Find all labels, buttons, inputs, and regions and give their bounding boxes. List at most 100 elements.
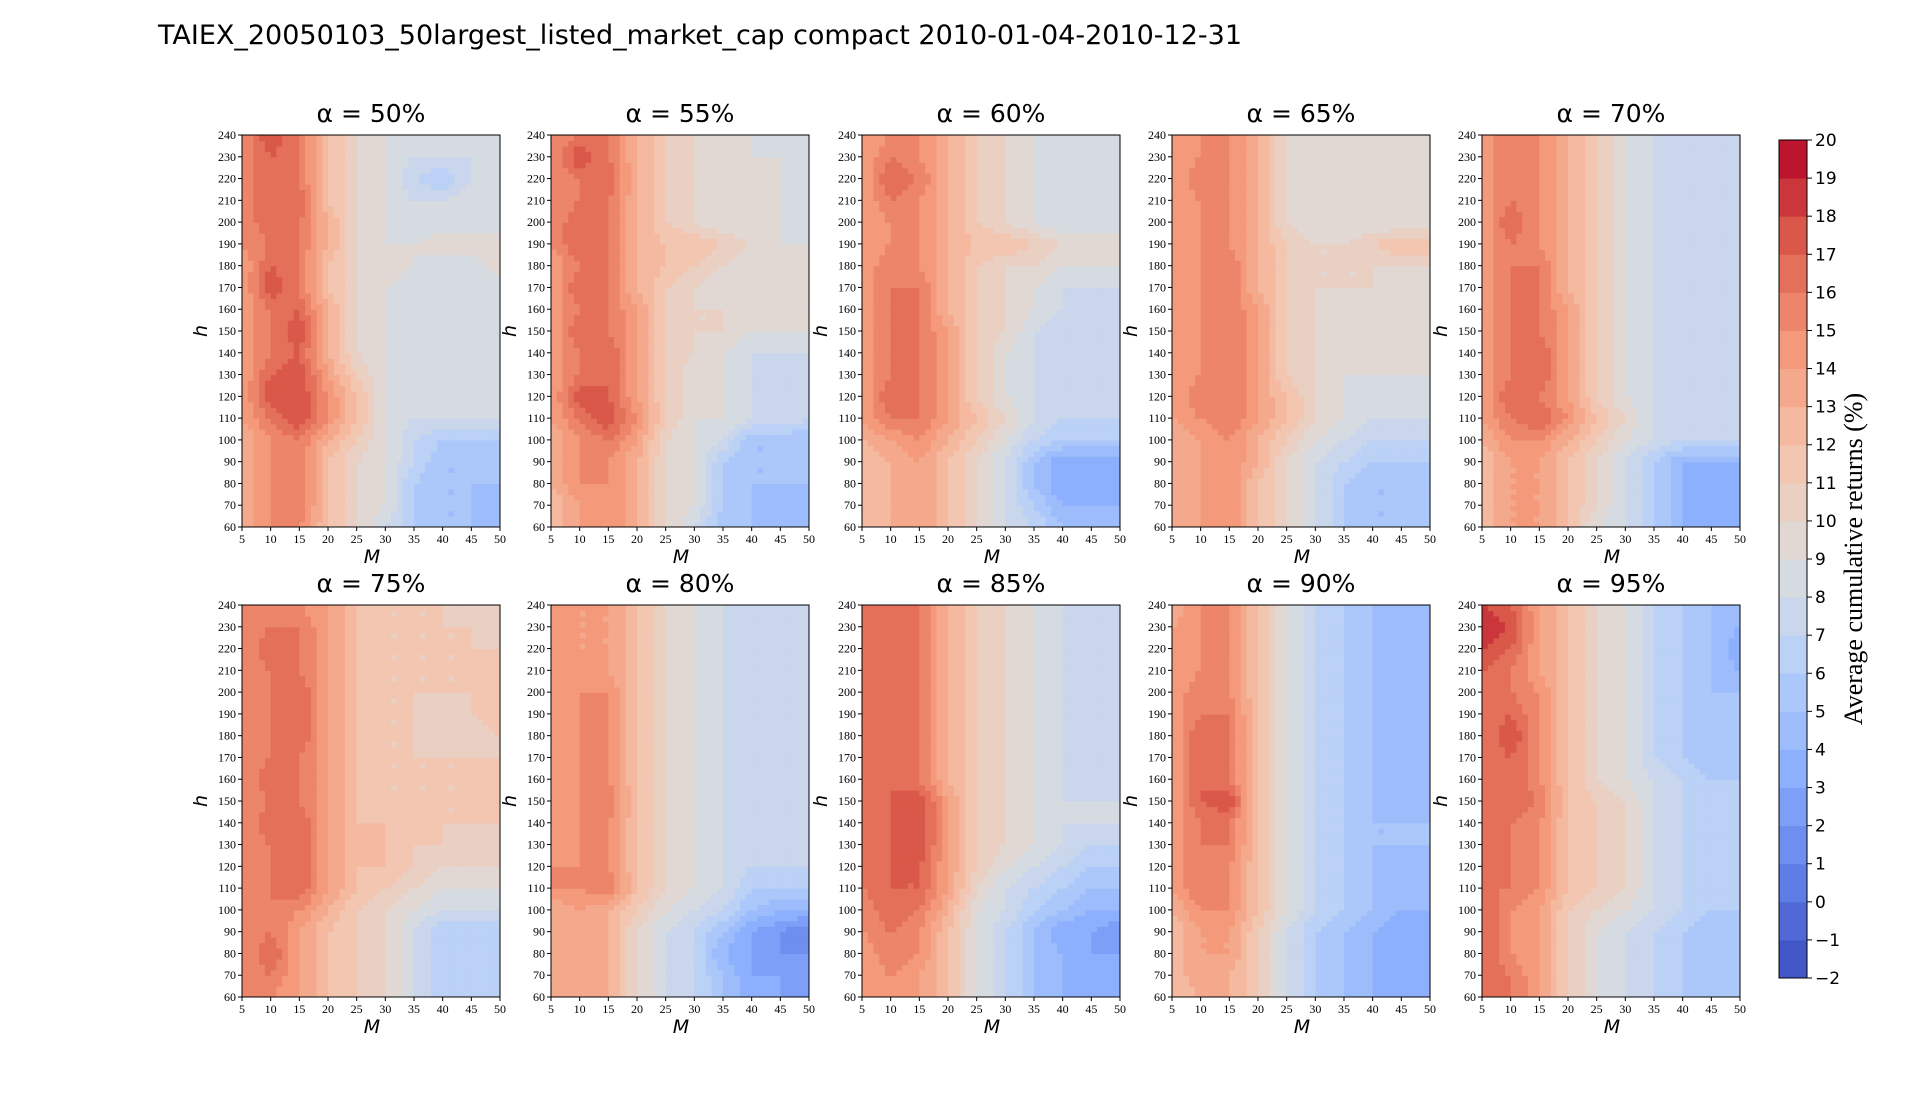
contour-cell	[562, 341, 569, 348]
contour-cell	[745, 467, 753, 474]
contour-cell	[356, 205, 363, 212]
contour-cell	[723, 363, 730, 370]
contour-cell	[482, 162, 490, 169]
contour-cell	[391, 505, 398, 512]
contour-cell	[556, 385, 564, 392]
contour-cell	[402, 407, 409, 414]
contour-cell	[488, 314, 495, 321]
contour-cell	[705, 467, 713, 474]
contour-cell	[293, 499, 300, 506]
contour-cell	[333, 331, 341, 338]
contour-cell	[556, 369, 564, 376]
contour-cell	[442, 516, 449, 523]
contour-cell	[305, 347, 312, 354]
contour-cell	[356, 483, 363, 490]
contour-cell	[379, 499, 386, 506]
contour-cell	[299, 374, 306, 381]
contour-cell	[259, 233, 266, 240]
contour-cell	[333, 521, 341, 527]
contour-cell	[242, 216, 249, 223]
contour-cell	[322, 271, 329, 278]
contour-cell	[585, 429, 592, 436]
contour-cell	[579, 380, 586, 387]
contour-cell	[551, 450, 558, 457]
contour-cell	[414, 135, 421, 142]
contour-cell	[310, 287, 318, 294]
contour-cell	[757, 390, 764, 397]
contour-cell	[299, 222, 306, 229]
contour-cell	[368, 303, 375, 310]
contour-cell	[385, 282, 392, 289]
contour-cell	[305, 358, 312, 365]
contour-cell	[654, 331, 661, 338]
contour-cell	[751, 331, 758, 338]
contour-cell	[774, 412, 781, 419]
contour-cell	[402, 429, 409, 436]
contour-cell	[585, 336, 592, 343]
contour-cell	[717, 380, 724, 387]
contour-cell	[596, 385, 604, 392]
contour-cell	[751, 521, 758, 527]
contour-cell	[264, 254, 272, 261]
contour-cell	[339, 331, 346, 338]
contour-cell	[264, 407, 272, 414]
contour-cell	[642, 494, 650, 501]
contour-cell	[791, 380, 799, 387]
contour-cell	[328, 423, 335, 430]
contour-cell	[276, 445, 283, 452]
contour-cell	[259, 151, 266, 158]
contour-cell	[408, 483, 415, 490]
contour-cell	[247, 140, 255, 147]
contour-cell	[751, 374, 758, 381]
contour-cell	[803, 396, 809, 403]
contour-cell	[688, 407, 695, 414]
contour-cell	[488, 292, 495, 299]
contour-cell	[442, 156, 449, 163]
contour-cell	[431, 320, 438, 327]
contour-cell	[305, 287, 312, 294]
contour-cell	[648, 461, 655, 468]
contour-cell	[396, 303, 404, 310]
contour-cell	[659, 401, 667, 408]
contour-cell	[700, 423, 707, 430]
contour-cell	[350, 292, 358, 299]
contour-cell	[454, 331, 461, 338]
contour-cell	[276, 260, 283, 267]
contour-cell	[791, 439, 799, 446]
contour-cell	[247, 271, 255, 278]
contour-cell	[373, 222, 381, 229]
contour-cell	[465, 276, 472, 283]
contour-cell	[477, 287, 484, 294]
contour-cell	[368, 271, 375, 278]
contour-cell	[328, 445, 335, 452]
contour-cell	[454, 385, 461, 392]
contour-cell	[780, 472, 787, 479]
contour-cell	[356, 156, 363, 163]
contour-cell	[436, 456, 444, 463]
heatmap-panels: α = 50%5 10 15 20 25 30 35 40 45 5060708090100110…	[190, 99, 1746, 1038]
contour-cell	[471, 374, 478, 381]
contour-cell	[454, 478, 461, 485]
contour-cell	[745, 521, 753, 527]
contour-cell	[322, 178, 329, 185]
contour-cell	[414, 298, 421, 305]
contour-cell	[333, 254, 341, 261]
contour-cell	[408, 516, 415, 523]
contour-cell	[448, 478, 455, 485]
contour-cell	[247, 478, 255, 485]
contour-cell	[717, 352, 724, 359]
contour-cell	[431, 499, 438, 506]
contour-cell	[391, 260, 398, 267]
contour-cell	[637, 369, 644, 376]
contour-cell	[459, 243, 467, 250]
contour-cell	[488, 309, 495, 316]
contour-cell	[786, 369, 793, 376]
contour-cell	[362, 352, 369, 359]
contour-cell	[373, 233, 381, 240]
contour-cell	[625, 478, 632, 485]
contour-cell	[471, 194, 478, 201]
contour-cell	[780, 450, 787, 457]
contour-cell	[482, 380, 490, 387]
contour-cell	[293, 510, 300, 517]
contour-cell	[264, 423, 272, 430]
